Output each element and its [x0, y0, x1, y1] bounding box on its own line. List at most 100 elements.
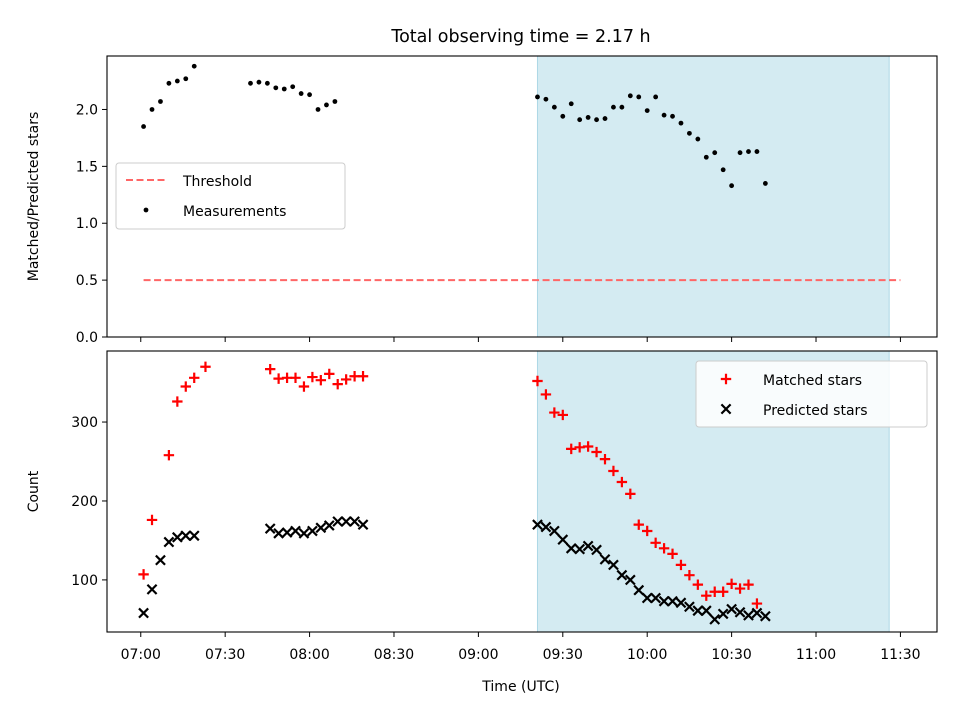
- data-point-matched: [332, 378, 343, 390]
- data-point-matched: [298, 381, 310, 392]
- data-point-predicted: [357, 519, 369, 531]
- y-tick-label: 300: [71, 415, 98, 431]
- x-tick-label: 07:30: [205, 647, 245, 663]
- legend-matched-label: Matched stars: [763, 373, 862, 389]
- data-point: [307, 92, 312, 98]
- plot-frame: [106, 350, 938, 633]
- data-point-matched: [324, 368, 335, 380]
- data-point: [264, 80, 270, 86]
- x-tick-label: 10:00: [627, 647, 667, 663]
- data-point-matched: [163, 449, 175, 461]
- data-point-matched: [315, 375, 327, 386]
- data-point: [191, 63, 197, 69]
- legend: Threshold Measurements: [115, 162, 346, 230]
- plot-frame: [106, 55, 938, 338]
- data-point: [166, 80, 172, 86]
- y-tick-label: 0.5: [76, 273, 98, 289]
- legend-measurements-label: Measurements: [183, 204, 286, 220]
- x-tick-label: 07:00: [121, 647, 161, 663]
- highlight-band: [536, 55, 890, 338]
- data-point-predicted: [332, 516, 344, 527]
- legend: Matched stars Predicted stars: [695, 360, 928, 428]
- data-point-predicted: [315, 522, 327, 534]
- data-point-matched: [172, 396, 183, 407]
- data-point-predicted: [281, 527, 293, 538]
- data-point: [290, 84, 296, 90]
- data-point-predicted: [717, 608, 729, 620]
- data-point-predicted: [751, 607, 763, 619]
- y-tick-label: 0.0: [76, 330, 98, 346]
- data-point-predicted: [298, 527, 310, 539]
- data-point-matched: [616, 476, 628, 488]
- data-point: [315, 107, 321, 112]
- data-point: [585, 115, 591, 120]
- data-point-matched: [701, 590, 712, 601]
- data-point-matched: [146, 514, 158, 526]
- data-point-matched: [734, 583, 746, 594]
- data-point: [577, 117, 583, 123]
- data-point-matched: [625, 488, 636, 500]
- data-point: [762, 181, 768, 186]
- data-point-predicted: [734, 606, 746, 618]
- data-point: [560, 113, 566, 119]
- data-point-matched: [642, 525, 653, 537]
- data-point: [174, 78, 180, 84]
- data-point: [729, 183, 735, 189]
- data-point: [298, 91, 304, 96]
- data-point: [158, 99, 163, 104]
- legend-matched-swatch: [720, 373, 732, 385]
- data-point-matched: [138, 569, 149, 580]
- data-point: [602, 116, 608, 121]
- data-point-matched: [340, 374, 352, 385]
- x-tick-label: 09:30: [543, 647, 583, 663]
- data-point-predicted: [641, 592, 653, 604]
- data-point: [754, 149, 760, 154]
- data-point-predicted: [540, 521, 552, 533]
- data-point-matched: [180, 381, 191, 392]
- data-point-predicted: [624, 574, 636, 586]
- data-point-matched: [726, 578, 737, 590]
- data-point: [324, 102, 329, 108]
- data-point-matched: [684, 569, 695, 581]
- legend-measurements-swatch: [143, 207, 149, 213]
- data-point-predicted: [565, 542, 577, 554]
- data-point-matched: [557, 409, 568, 421]
- data-point-matched: [591, 446, 602, 458]
- data-point-predicted: [599, 554, 611, 565]
- data-point-matched: [189, 372, 200, 384]
- data-point: [594, 117, 599, 123]
- data-point: [636, 94, 642, 100]
- y-tick-label: 100: [71, 573, 98, 589]
- data-point-matched: [608, 465, 619, 477]
- data-point-predicted: [146, 583, 158, 595]
- data-point-matched: [307, 371, 318, 383]
- x-axis-label: Time (UTC): [481, 679, 559, 695]
- legend-box: [115, 162, 346, 230]
- data-point-predicted: [650, 592, 662, 604]
- data-point-predicted: [307, 525, 318, 537]
- data-point-matched: [582, 441, 594, 452]
- x-tick-label: 11:30: [880, 647, 920, 663]
- data-point-matched: [675, 559, 687, 571]
- data-point: [551, 104, 557, 110]
- data-point: [653, 94, 659, 100]
- data-point-predicted: [323, 520, 335, 531]
- data-point-matched: [200, 361, 211, 372]
- data-point-matched: [633, 519, 644, 530]
- data-point: [543, 96, 549, 102]
- data-point: [568, 101, 574, 107]
- data-point-predicted: [138, 607, 149, 619]
- data-point-predicted: [349, 516, 360, 527]
- data-point-predicted: [180, 530, 192, 542]
- data-point: [687, 130, 692, 136]
- data-point-predicted: [582, 540, 594, 552]
- data-point-predicted: [667, 595, 678, 607]
- data-point-predicted: [616, 569, 628, 581]
- data-point-predicted: [709, 613, 721, 625]
- data-point-matched: [549, 407, 560, 418]
- data-point-matched: [540, 389, 552, 400]
- legend-threshold-label: Threshold: [182, 174, 252, 190]
- data-point: [737, 150, 743, 156]
- y-axis-label: Count: [26, 470, 42, 512]
- legend-box: [695, 360, 928, 428]
